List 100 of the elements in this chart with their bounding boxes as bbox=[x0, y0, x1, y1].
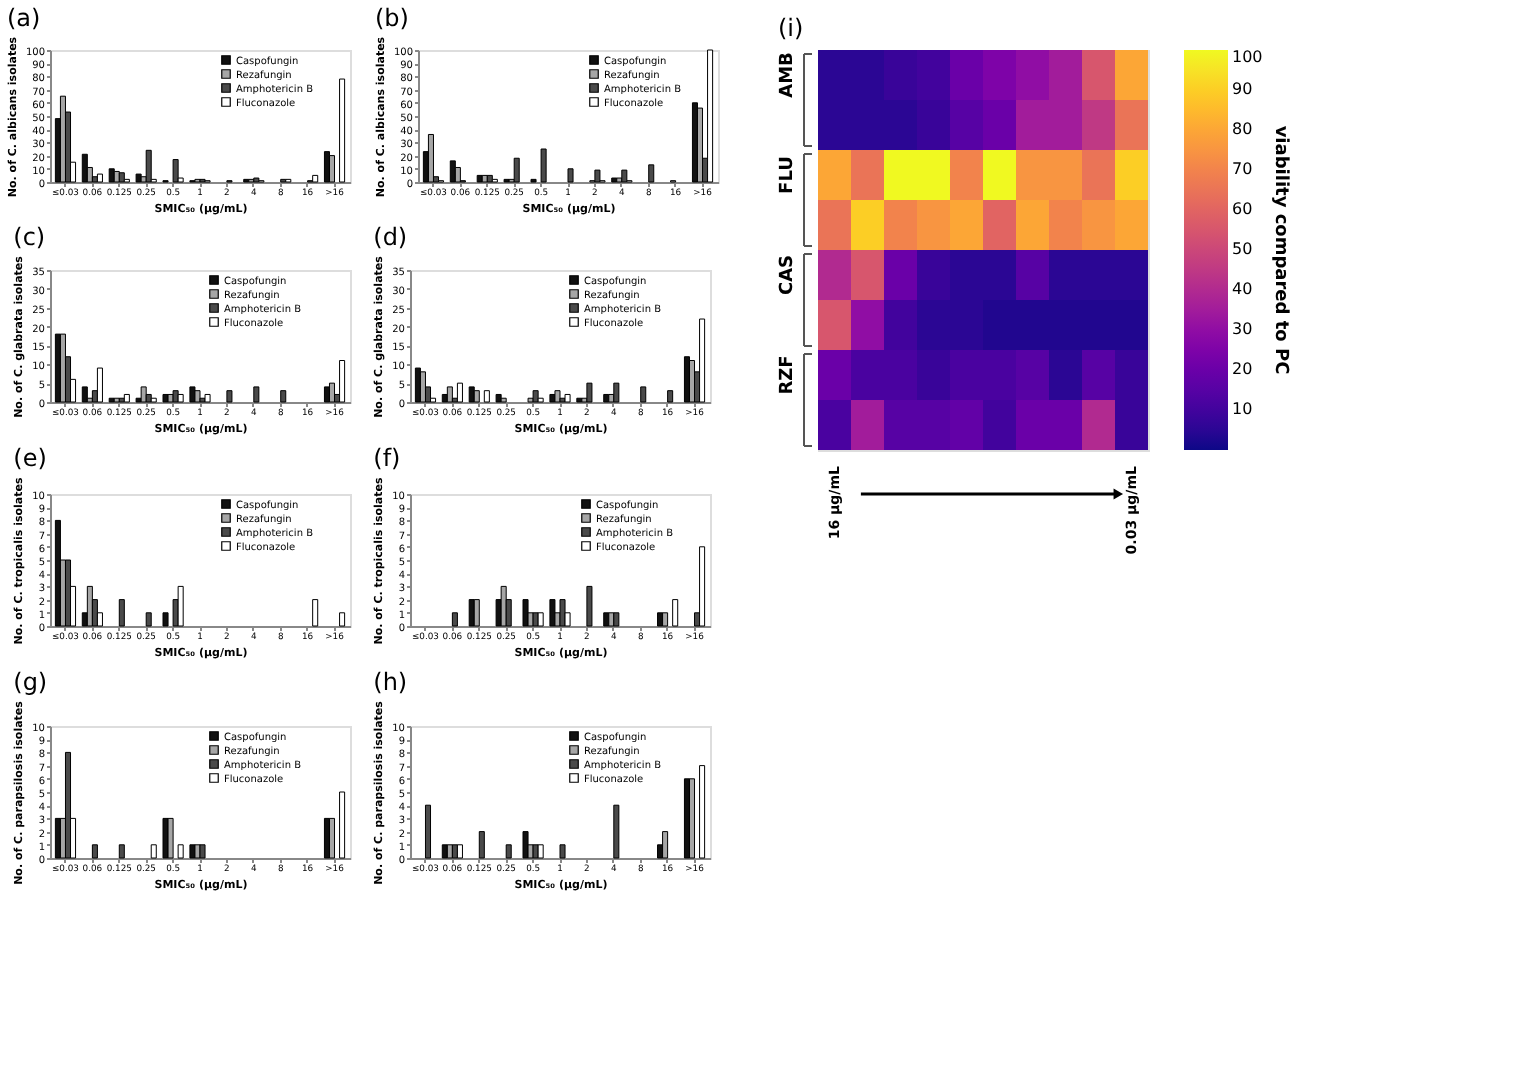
chart-title: (b) bbox=[374, 3, 409, 32]
bar bbox=[513, 157, 520, 183]
bar bbox=[473, 390, 480, 403]
bar bbox=[427, 133, 434, 183]
color-bar-label: 10 bbox=[1232, 400, 1253, 418]
bar bbox=[108, 168, 115, 183]
bar bbox=[495, 393, 502, 403]
color-bar-label: 20 bbox=[1232, 360, 1253, 378]
bar bbox=[64, 559, 72, 627]
bar bbox=[594, 169, 601, 183]
bar bbox=[253, 386, 260, 403]
bar bbox=[613, 612, 620, 627]
bar bbox=[613, 804, 620, 859]
bar bbox=[140, 386, 147, 403]
bar bbox=[707, 49, 714, 183]
bar bbox=[339, 791, 346, 859]
chart-title: (a) bbox=[6, 3, 41, 32]
bar bbox=[419, 371, 426, 403]
bar bbox=[81, 386, 88, 403]
bar bbox=[532, 390, 539, 403]
bar bbox=[91, 844, 98, 859]
color-bar-label: 40 bbox=[1232, 280, 1253, 298]
color-bar-label: 30 bbox=[1232, 320, 1253, 338]
bar bbox=[59, 333, 66, 403]
bar bbox=[177, 585, 184, 627]
bar bbox=[456, 382, 463, 403]
bar bbox=[483, 390, 490, 403]
bar bbox=[123, 393, 130, 403]
bar bbox=[522, 599, 529, 627]
bar bbox=[559, 844, 566, 859]
bar bbox=[473, 599, 480, 627]
bar bbox=[500, 585, 507, 627]
bar bbox=[145, 393, 152, 403]
bar bbox=[662, 831, 669, 859]
category-label: RZF bbox=[778, 355, 798, 395]
bar bbox=[145, 149, 152, 183]
bar bbox=[446, 386, 453, 403]
bar bbox=[226, 390, 233, 403]
color-bar-label: 100 bbox=[1232, 48, 1263, 66]
bar bbox=[328, 155, 336, 183]
bar bbox=[96, 173, 103, 183]
bar bbox=[537, 844, 544, 859]
chart-title: (d) bbox=[373, 223, 408, 252]
bar bbox=[586, 382, 593, 403]
bar bbox=[640, 386, 647, 403]
bar bbox=[339, 360, 346, 403]
bar bbox=[64, 751, 72, 859]
bar bbox=[118, 172, 125, 183]
bar bbox=[312, 599, 319, 627]
category-label: AMB bbox=[778, 52, 798, 98]
bar bbox=[199, 844, 206, 859]
bar bbox=[486, 174, 493, 183]
bar bbox=[586, 585, 593, 627]
chart-title: (f) bbox=[373, 444, 401, 473]
bar bbox=[81, 153, 88, 183]
bar bbox=[328, 382, 336, 403]
chart-title: (i) bbox=[778, 14, 804, 42]
chart-title: (c) bbox=[13, 223, 46, 252]
bar bbox=[177, 393, 184, 403]
bar bbox=[613, 382, 620, 403]
bar bbox=[118, 844, 125, 859]
bar bbox=[688, 778, 696, 859]
bar bbox=[699, 318, 706, 403]
bar bbox=[189, 386, 196, 403]
bar bbox=[699, 546, 706, 627]
bar bbox=[456, 844, 463, 859]
bar bbox=[522, 831, 529, 859]
bar bbox=[135, 173, 142, 183]
bar bbox=[478, 831, 485, 859]
bar bbox=[339, 78, 346, 183]
color-bar-title: viability compared to PC bbox=[1270, 125, 1290, 376]
bar bbox=[537, 612, 544, 627]
bar bbox=[145, 612, 152, 627]
bar bbox=[449, 160, 456, 183]
bar bbox=[454, 166, 461, 183]
category-label: FLU bbox=[778, 156, 798, 194]
bar bbox=[328, 817, 336, 859]
bar bbox=[505, 844, 512, 859]
chart-title: (e) bbox=[13, 444, 47, 473]
bar bbox=[648, 164, 655, 183]
bar bbox=[118, 599, 125, 627]
bar bbox=[451, 612, 458, 627]
bar bbox=[621, 169, 628, 183]
color-bar-label: 90 bbox=[1232, 80, 1253, 98]
bar bbox=[662, 612, 669, 627]
bar bbox=[150, 844, 157, 859]
category-label: CAS bbox=[778, 254, 798, 296]
bar bbox=[312, 174, 319, 183]
color-bar-label: 50 bbox=[1232, 240, 1253, 258]
chart-title: (g) bbox=[13, 668, 48, 697]
bar bbox=[424, 804, 432, 859]
color-bar-label: 70 bbox=[1232, 160, 1253, 178]
bar bbox=[696, 107, 704, 183]
color-bar-label: 80 bbox=[1232, 120, 1253, 138]
bar bbox=[468, 386, 475, 403]
bar bbox=[672, 599, 679, 627]
color-bar-label: 60 bbox=[1232, 200, 1253, 218]
chart-title: (h) bbox=[373, 668, 408, 697]
bar bbox=[699, 765, 706, 859]
bar bbox=[339, 612, 346, 627]
